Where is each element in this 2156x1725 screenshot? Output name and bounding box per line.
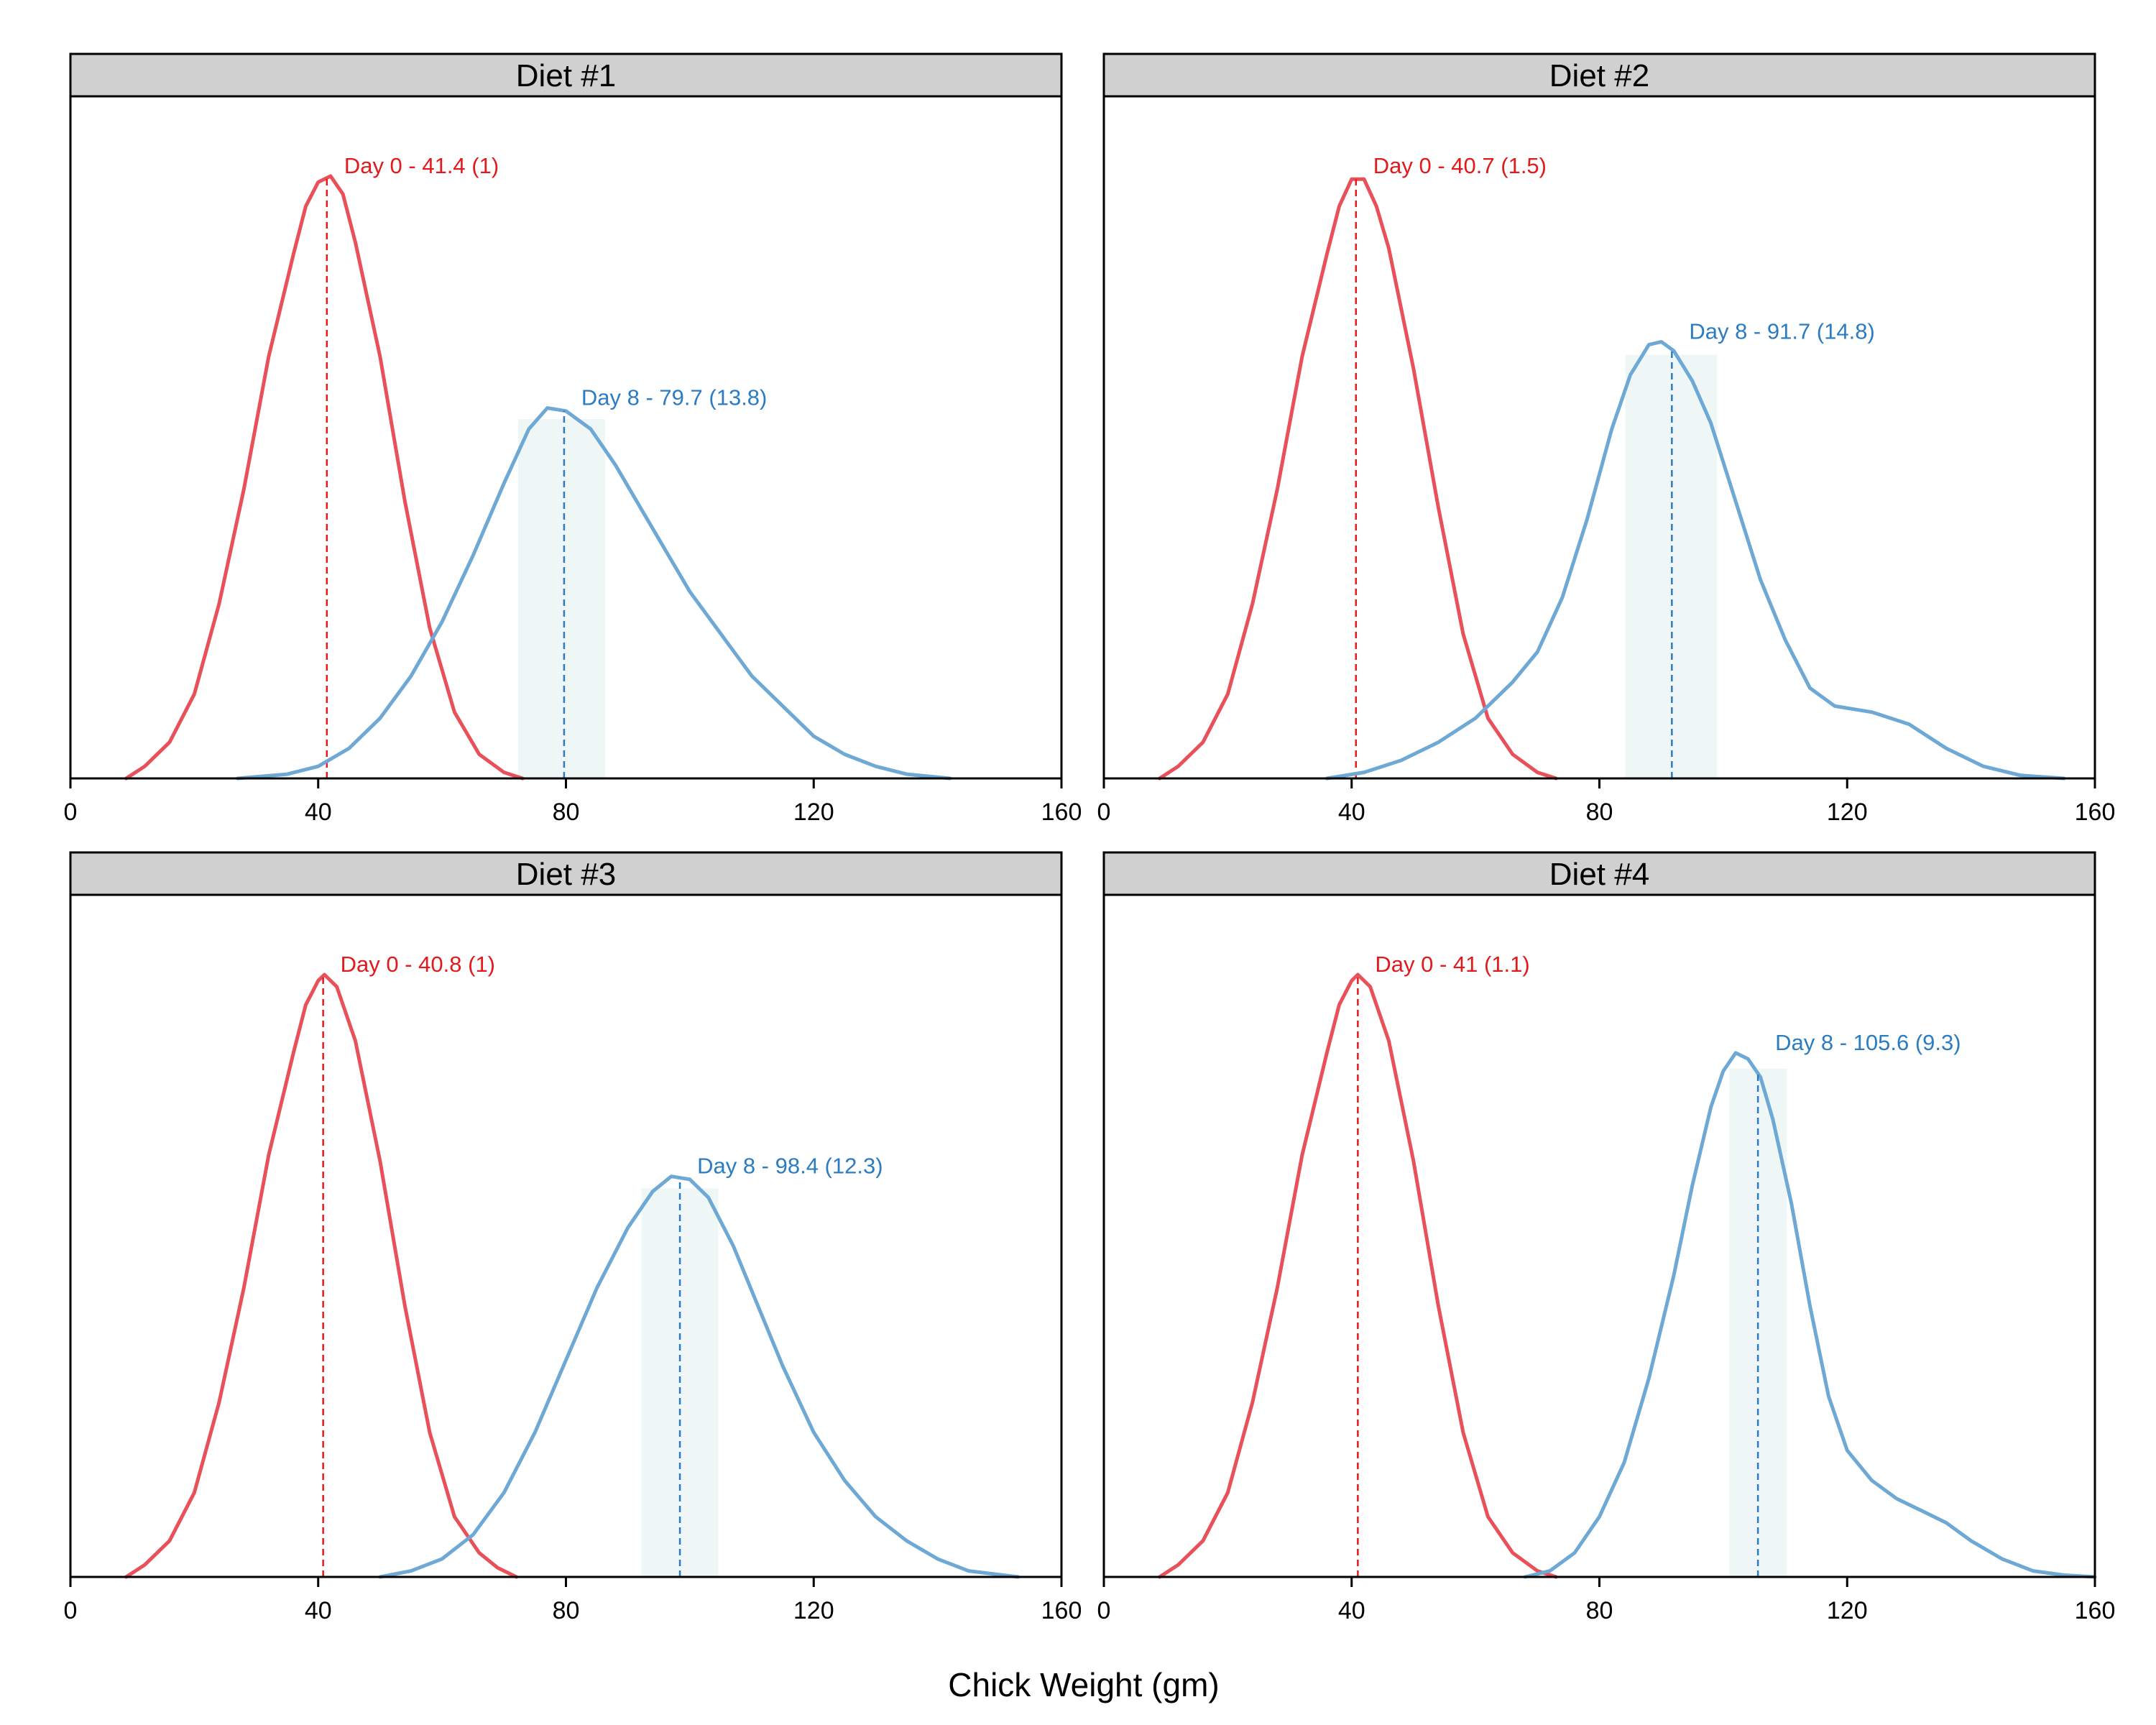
day0-label: Day 0 - 41 (1.1) xyxy=(1375,952,1529,977)
x-tick-label: 40 xyxy=(305,1597,332,1624)
panel-frame xyxy=(1102,893,2096,1578)
x-tick-label: 40 xyxy=(1338,1597,1365,1624)
day0-density-line xyxy=(1158,177,1558,781)
x-tick-label: 80 xyxy=(1586,799,1613,826)
x-axis-label: Chick Weight (gm) xyxy=(948,1666,1219,1703)
x-tick-label: 120 xyxy=(1827,799,1868,826)
day8-label: Day 8 - 98.4 (12.3) xyxy=(697,1154,883,1179)
day8-density-line xyxy=(236,406,952,781)
panel-title: Diet #1 xyxy=(516,58,616,93)
panel-title: Diet #4 xyxy=(1549,857,1649,892)
x-tick-label: 80 xyxy=(1586,1597,1613,1624)
x-tick-label: 160 xyxy=(1041,1597,1082,1624)
x-tick-label: 80 xyxy=(553,1597,580,1624)
day8-label: Day 8 - 91.7 (14.8) xyxy=(1689,318,1874,344)
x-tick-label: 160 xyxy=(2075,799,2116,826)
panel-strip xyxy=(1102,851,2096,896)
x-tick-label: 0 xyxy=(1097,1597,1111,1624)
day0-density-line xyxy=(1158,972,1558,1579)
x-tick-label: 40 xyxy=(1338,799,1365,826)
panel-4: Diet #4 Day 0 - 41 (1.1) Day 8 - 105.6 (9.… xyxy=(1097,851,2116,1624)
day0-label: Day 0 - 41.4 (1) xyxy=(344,153,499,178)
day0-label: Day 0 - 40.7 (1.5) xyxy=(1373,153,1547,178)
x-tick-label: 120 xyxy=(793,1597,834,1624)
panel-title: Diet #2 xyxy=(1549,58,1649,93)
x-tick-label: 0 xyxy=(64,1597,78,1624)
ci-band xyxy=(518,419,605,778)
panel-3: Diet #3 Day 0 - 40.8 (1) Day 8 - 98.4 (12.… xyxy=(64,851,1082,1624)
panel-frame xyxy=(69,893,1063,1578)
day8-density-line xyxy=(378,1174,1021,1579)
x-tick-label: 0 xyxy=(64,799,78,826)
panel-2: Diet #2 Day 0 - 40.7 (1.5) Day 8 - 91.7 (1… xyxy=(1097,52,2116,826)
day8-label: Day 8 - 105.6 (9.3) xyxy=(1775,1030,1961,1055)
panel-frame xyxy=(1102,95,2096,780)
day8-density-line xyxy=(1325,340,2066,781)
day8-label: Day 8 - 79.7 (13.8) xyxy=(581,385,767,410)
panel-strip xyxy=(69,851,1063,896)
x-tick-label: 160 xyxy=(2075,1597,2116,1624)
day0-density-line xyxy=(124,174,525,781)
day0-density-line xyxy=(124,972,519,1579)
panel-strip xyxy=(1102,52,2096,98)
panel-title: Diet #3 xyxy=(516,857,616,892)
panel-strip xyxy=(69,52,1063,98)
x-tick-label: 120 xyxy=(793,799,834,826)
x-tick-label: 80 xyxy=(553,799,580,826)
x-tick-label: 40 xyxy=(305,799,332,826)
x-tick-label: 120 xyxy=(1827,1597,1868,1624)
day8-density-line xyxy=(1523,1051,2097,1579)
x-tick-label: 160 xyxy=(1041,799,1082,826)
x-tick-label: 0 xyxy=(1097,799,1111,826)
panel-1: Diet #1 Day 0 - 41.4 (1) Day 8 - 79.7 (13.… xyxy=(64,52,1082,826)
day0-label: Day 0 - 40.8 (1) xyxy=(341,952,495,977)
